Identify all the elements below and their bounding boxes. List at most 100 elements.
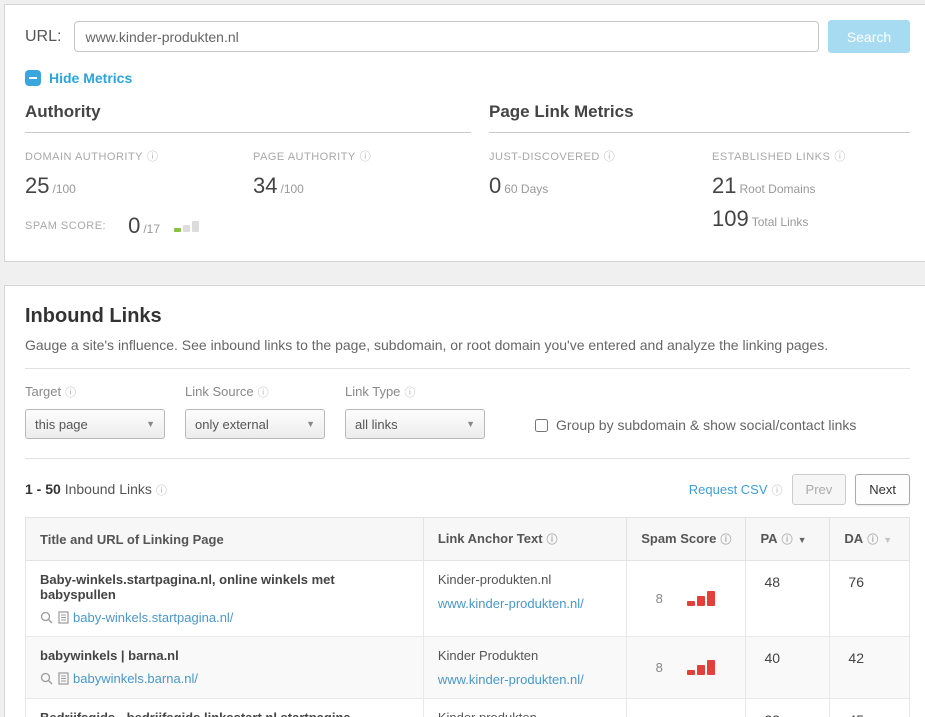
spam-bars xyxy=(686,660,717,675)
chevron-down-icon: ▼ xyxy=(466,419,475,429)
magnifier-icon[interactable] xyxy=(40,672,53,685)
group-by-subdomain-option: Group by subdomain & show social/contact… xyxy=(535,417,856,433)
table-row: Baby-winkels.startpagina.nl, online wink… xyxy=(25,560,910,637)
linking-page-cell: Bedrijfsgids - bedrijfsgids.linksstart.n… xyxy=(25,698,424,717)
col-header-da[interactable]: DA ⓘ ▼ xyxy=(829,517,910,561)
info-icon[interactable]: ⓘ xyxy=(65,387,77,399)
established-links-label: ESTABLISHED LINKS xyxy=(712,151,831,163)
total-links-suffix: Total Links xyxy=(751,215,809,229)
spam-score-label: SPAM SCORE: xyxy=(25,220,107,232)
col-header-pa[interactable]: PA ⓘ ▼ xyxy=(745,517,831,561)
metrics-panel: URL: Search Hide Metrics Authority DOMAI… xyxy=(4,4,925,262)
col-header-anchor-label: Link Anchor Text xyxy=(437,531,543,546)
info-icon[interactable]: ⓘ xyxy=(867,534,879,546)
pa-cell: 33 xyxy=(745,698,831,717)
info-icon[interactable]: ⓘ xyxy=(359,151,372,163)
table-row: Bedrijfsgids - bedrijfsgids.linksstart.n… xyxy=(25,698,910,717)
authority-section: Authority DOMAIN AUTHORITY ⓘ 25/100 PAGE … xyxy=(25,102,471,239)
request-csv-link[interactable]: Request CSV xyxy=(688,482,768,497)
anchor-text-cell: Kinder Produkten www.kinder-produkten.nl… xyxy=(422,636,628,699)
info-icon[interactable]: ⓘ xyxy=(404,387,416,399)
results-range: 1 - 50 Inbound Links ⓘ xyxy=(25,481,167,498)
link-source-dropdown-value: only external xyxy=(195,416,269,432)
info-icon[interactable]: ⓘ xyxy=(771,484,783,497)
da-cell: 45 xyxy=(829,698,910,717)
da-cell: 42 xyxy=(829,636,910,699)
spam-bars xyxy=(686,591,717,606)
link-source-dropdown[interactable]: only external ▼ xyxy=(185,409,325,439)
info-icon[interactable]: ⓘ xyxy=(720,534,732,546)
prev-button[interactable]: Prev xyxy=(791,474,847,505)
info-icon[interactable]: ⓘ xyxy=(546,534,558,546)
target-dropdown[interactable]: this page ▼ xyxy=(25,409,165,439)
anchor-text-cell: Kinder-produkten.nl www.kinder-produkten… xyxy=(422,560,628,637)
url-label: URL: xyxy=(25,27,62,45)
document-icon[interactable] xyxy=(57,611,69,624)
da-cell: 76 xyxy=(829,560,910,637)
sort-desc-icon[interactable]: ▼ xyxy=(797,535,807,545)
linking-page-url-link[interactable]: babywinkels.barna.nl/ xyxy=(73,671,199,686)
linking-page-cell: babywinkels | barna.nl babywinkels.barna… xyxy=(25,636,424,699)
chevron-down-icon: ▼ xyxy=(146,419,155,429)
results-range-label: Inbound Links xyxy=(64,481,152,497)
info-icon[interactable]: ⓘ xyxy=(781,534,793,546)
domain-authority-label: DOMAIN AUTHORITY xyxy=(25,151,144,163)
document-icon[interactable] xyxy=(57,672,69,685)
anchor-url-link[interactable]: www.kinder-produkten.nl/ xyxy=(437,596,584,611)
domain-authority-value: 25 xyxy=(25,173,50,198)
hide-metrics-toggle[interactable]: Hide Metrics xyxy=(25,70,910,86)
established-links-metric: ESTABLISHED LINKS ⓘ 21 Root Domains 109 Tot… xyxy=(712,148,910,232)
hide-metrics-label: Hide Metrics xyxy=(49,70,133,86)
page-authority-label: PAGE AUTHORITY xyxy=(253,151,356,163)
anchor-text: Kinder-produkten.nl xyxy=(437,572,552,587)
anchor-text: Kinder Produkten xyxy=(437,648,539,663)
info-icon[interactable]: ⓘ xyxy=(155,485,167,497)
inbound-links-table: Title and URL of Linking Page Link Ancho… xyxy=(25,517,910,717)
page-authority-metric: PAGE AUTHORITY ⓘ 34/100 xyxy=(253,148,471,199)
link-type-filter: Link Type ⓘ all links ▼ xyxy=(345,384,485,439)
root-domains-suffix: Root Domains xyxy=(739,182,816,196)
linking-page-title: babywinkels | barna.nl xyxy=(40,648,179,663)
results-range-numbers: 1 - 50 xyxy=(25,481,61,497)
target-filter: Target ⓘ this page ▼ xyxy=(25,384,165,439)
domain-authority-suffix: /100 xyxy=(52,182,76,196)
page-authority-suffix: /100 xyxy=(280,182,304,196)
sort-desc-icon[interactable]: ▼ xyxy=(883,535,893,545)
spam-score-cell: — xyxy=(626,698,747,717)
pa-cell: 48 xyxy=(745,560,831,637)
col-header-title-label: Title and URL of Linking Page xyxy=(40,531,224,547)
inbound-links-description: Gauge a site's influence. See inbound li… xyxy=(25,337,829,353)
anchor-url-link[interactable]: www.kinder-produkten.nl/ xyxy=(437,672,584,687)
target-dropdown-value: this page xyxy=(35,416,88,432)
page-authority-value: 34 xyxy=(253,173,278,198)
col-header-title: Title and URL of Linking Page xyxy=(25,517,424,561)
info-icon[interactable]: ⓘ xyxy=(834,151,846,163)
link-type-dropdown-value: all links xyxy=(355,416,398,432)
table-header-row: Title and URL of Linking Page Link Ancho… xyxy=(25,517,910,561)
pa-cell: 40 xyxy=(745,636,831,699)
inbound-links-title: Inbound Links xyxy=(25,305,162,327)
info-icon[interactable]: ⓘ xyxy=(257,387,269,399)
spam-score-cell: 8 xyxy=(626,636,747,699)
link-source-filter: Link Source ⓘ only external ▼ xyxy=(185,384,325,439)
divider xyxy=(25,458,910,459)
target-filter-label: Target xyxy=(25,384,62,399)
next-button[interactable]: Next xyxy=(855,474,910,505)
linking-page-cell: Baby-winkels.startpagina.nl, online wink… xyxy=(25,560,424,637)
group-by-subdomain-label: Group by subdomain & show social/contact… xyxy=(556,417,857,433)
info-icon[interactable]: ⓘ xyxy=(147,151,159,163)
group-by-subdomain-checkbox[interactable] xyxy=(535,418,548,432)
search-button[interactable]: Search xyxy=(828,20,910,53)
col-header-spam: Spam Score ⓘ xyxy=(626,517,747,561)
magnifier-icon[interactable] xyxy=(40,611,53,624)
divider xyxy=(25,368,910,369)
table-row: babywinkels | barna.nl babywinkels.barna… xyxy=(25,636,910,699)
info-icon[interactable]: ⓘ xyxy=(603,151,616,163)
root-domains-value: 21 xyxy=(712,173,737,198)
authority-title: Authority xyxy=(25,102,471,133)
url-input[interactable] xyxy=(74,21,819,52)
link-type-dropdown[interactable]: all links ▼ xyxy=(345,409,485,439)
link-type-filter-label: Link Type xyxy=(345,384,401,399)
col-header-da-label: DA xyxy=(844,531,864,546)
linking-page-url-link[interactable]: baby-winkels.startpagina.nl/ xyxy=(73,610,234,625)
